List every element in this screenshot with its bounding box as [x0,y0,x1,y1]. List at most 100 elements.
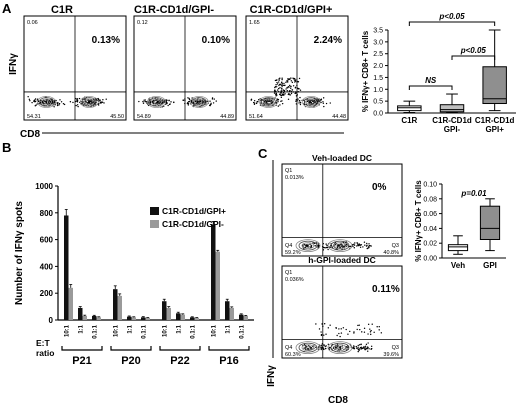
flow-event-dot [288,84,291,87]
ratio-label-line2: ratio [36,348,54,358]
panel-a-xlabel: CD8 [20,129,40,140]
flow-event-dot [317,244,320,247]
flow-event-dot [291,89,293,91]
density-contour [303,97,319,107]
flow-event-dot [368,243,370,245]
density-contour [195,99,203,105]
flow-event-dot [212,102,215,104]
flow-event-dot [335,327,337,329]
flow-event-dot [257,100,259,103]
flow-event-dot [325,333,327,335]
panel-c-flow-plots: Veh-loaded DCQ10.013%0%Q459.2%Q340.8%h-G… [281,153,403,359]
flow-event-dot [294,86,297,88]
density-contour [336,345,344,350]
flow-event-dot [323,344,326,346]
flow-event-dot [296,84,298,87]
flow-event-dot [364,244,366,246]
density-contour [327,341,353,355]
flow-event-dot [321,246,324,248]
density-contour [41,98,52,106]
flow-event-dot [58,103,61,105]
flow-event-dot [188,100,191,103]
y-tick-label: 0.5 [373,99,383,106]
flow-event-dot [369,328,371,330]
bar [166,307,171,320]
flow-event-dot [209,103,212,106]
flow-event-dot [280,90,282,92]
density-contour [263,98,274,106]
flow-event-dot [72,101,74,104]
flow-event-dot [367,333,369,335]
flow-event-dot [320,344,323,347]
flow-event-dot [151,101,154,103]
ratio-tick-label: 10:1 [114,324,120,337]
group-label: P21 [72,355,92,367]
panel-a-label: A [2,1,12,16]
flow-event-dot [321,347,324,349]
flow-event-dot [166,102,168,104]
bar [96,317,101,320]
flow-event-dot [322,97,325,99]
flow-event-dot [187,97,189,99]
flow-event-dot [273,92,276,94]
flow-event-dot [275,92,277,95]
flow-event-dot [210,102,212,105]
flow-event-dot [58,104,60,106]
flow-event-dot [367,342,369,344]
flow-event-dot [279,104,281,106]
bar [92,315,97,320]
flow-event-dot [354,242,356,244]
flow-event-dot [353,331,355,333]
flow-event-dot [367,323,370,326]
flow-event-dot [211,97,214,99]
density-contour [301,242,315,250]
flow-event-dot [293,79,296,81]
flow-event-dot [290,80,293,82]
flow-event-dot [287,86,290,88]
y-tick-label: 800 [40,209,54,218]
flow-event-dot [325,102,328,105]
flow-event-dot [299,96,301,99]
flow-event-dot [169,103,171,105]
flow-event-dot [138,100,140,103]
flow-event-dot [204,100,206,102]
flow-event-dot [325,345,327,347]
panel-c-xlabel: CD8 [328,395,348,406]
flow-event-dot [302,245,304,247]
flow-event-dot [346,347,348,349]
flow-event-dot [315,346,317,348]
flow-event-dot [279,94,282,96]
flow-event-dot [298,77,301,80]
legend-label: C1R-CD1d/GPI- [162,219,224,229]
flow-event-dot [199,100,202,103]
flow-event-dot [60,101,63,103]
y-tick-label: 200 [40,289,54,298]
flow-event-dot [281,78,283,81]
flow-event-dot [144,100,146,103]
flow-event-dot [311,348,313,350]
flow-event-dot [363,348,366,350]
density-contour [265,99,272,105]
significance-bracket [408,85,453,90]
significance-label: p=0.01 [460,189,487,198]
flow-event-dot [320,331,322,333]
y-tick-label: 0.04 [423,226,437,233]
flow-event-dot [289,90,291,92]
flow-event-dot [265,101,268,103]
category-label: GPI+ [485,125,504,134]
y-tick-label: 600 [40,236,54,245]
flow-event-dot [320,333,323,336]
density-contour [330,342,350,353]
flow-event-dot [280,92,283,94]
flow-event-dot [360,348,362,350]
y-tick-label: 0.0 [373,111,383,118]
ratio-tick-label: 0.1:1 [142,324,148,338]
quadrant-lr-value: 45.50 [110,114,124,120]
flow-event-dot [359,328,361,331]
flow-event-dot [325,243,327,245]
flow-event-dot [356,245,358,247]
flow-event-dot [369,331,372,333]
flow-event-dot [358,324,360,326]
quadrant-q1-name: Q1 [285,270,292,276]
flow-event-dot [33,99,36,102]
